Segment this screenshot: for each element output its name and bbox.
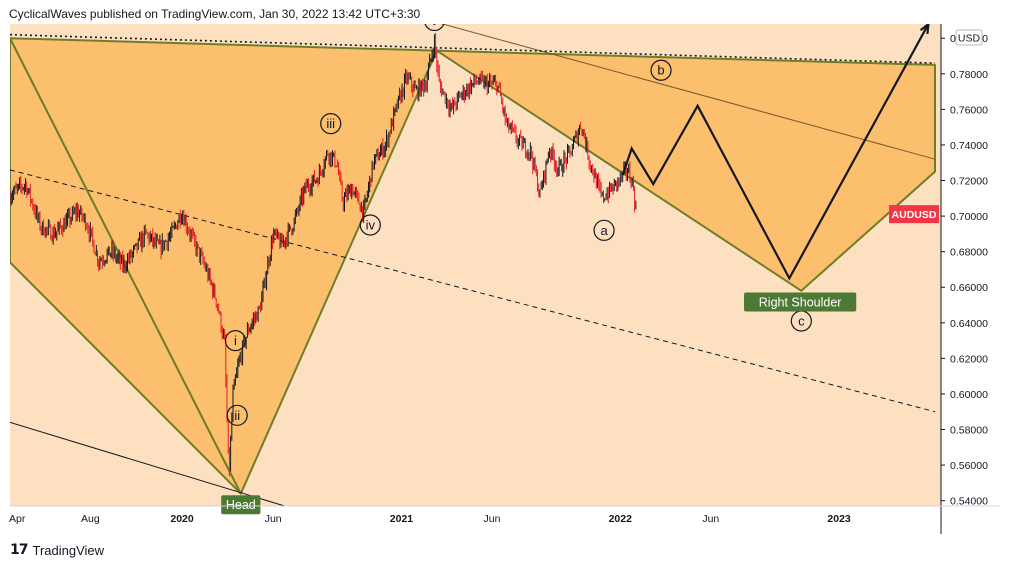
x-tick-label: Jun	[265, 513, 282, 525]
time-axis[interactable]: Apr Aug 2020 Jun 2021 Jun 2022 Jun 2023	[9, 513, 851, 525]
y-tick-label: 0.56000	[950, 460, 988, 472]
annotation-right-shoulder: Right Shoulder	[744, 292, 857, 312]
projection-path	[621, 23, 930, 281]
x-tick-label: Jun	[702, 513, 719, 525]
wave-circle	[359, 214, 381, 236]
wave-circle	[320, 113, 342, 135]
symbol-badge-box	[889, 205, 939, 224]
wave-text: i	[234, 333, 237, 348]
annotation-text: Head	[226, 498, 256, 512]
x-tick-label: 2023	[827, 513, 851, 525]
y-tick-label: 0.64000	[950, 318, 988, 330]
triangle-right-shoulder	[435, 49, 937, 292]
annotation-head: Head	[221, 495, 261, 515]
projection-arrowhead	[919, 21, 930, 35]
x-tick-label: Aug	[81, 513, 100, 525]
y-tick-label: 0.62000	[950, 353, 988, 365]
trendline-dashed-channel	[10, 169, 936, 413]
wave-text: iv	[366, 217, 376, 232]
publish-header: CyclicalWaves published on TradingView.c…	[9, 7, 421, 21]
y-tick-label: 0.74000	[950, 140, 988, 152]
y-tick-label: 0.70000	[950, 211, 988, 223]
y-tick-label: 0.58000	[950, 425, 988, 437]
wave-label-i: i	[224, 329, 247, 352]
x-tick-label: 2022	[609, 513, 633, 525]
trendline-lower-support	[10, 421, 285, 506]
symbol-price-badge: AUDUSD	[889, 205, 939, 224]
wave-text: b	[657, 63, 664, 78]
wave-text: a	[600, 223, 608, 238]
brand-name[interactable]: TradingView	[32, 542, 105, 558]
currency-badge: USD	[955, 29, 983, 46]
y-tick-label: 0.78000	[950, 69, 988, 81]
wave-label-a: a	[593, 219, 615, 241]
wave-text: iii	[326, 116, 335, 131]
x-tick-label: Jun	[484, 513, 501, 525]
x-tick-label: Apr	[9, 513, 26, 525]
y-tick-label: 0.72000	[950, 176, 988, 188]
symbol-badge-text: AUDUSD	[892, 209, 937, 221]
x-tick-label: 2020	[170, 513, 194, 525]
wave-label-b: b	[650, 59, 672, 81]
price-candles	[10, 33, 637, 477]
y-tick-label: 0.60000	[950, 389, 988, 401]
y-tick-label: 0.68000	[950, 247, 988, 259]
price-axis[interactable]: 0.800000.780000.760000.740000.720000.700…	[941, 29, 988, 508]
wave-circle	[593, 219, 615, 241]
wave-label-iv: iv	[359, 214, 381, 236]
currency-text: USD	[958, 33, 981, 45]
annotation-box	[221, 495, 261, 515]
wave-label-ii: ii	[226, 404, 248, 426]
footer: 17 TradingView	[10, 542, 104, 558]
y-tick-label: 0.76000	[950, 104, 988, 116]
trendline-upper-resistance	[440, 24, 936, 160]
wave-circle	[226, 404, 248, 426]
wave-circle	[650, 59, 672, 81]
tradingview-logo-icon[interactable]: 17	[10, 542, 29, 558]
wave-circle	[224, 329, 247, 352]
wave-label-iii: iii	[320, 113, 342, 135]
wave-text: c	[798, 314, 805, 329]
wave-text: ii	[234, 408, 240, 423]
y-tick-label: 0.66000	[950, 282, 988, 294]
y-tick-label: 0.54000	[950, 496, 988, 508]
annotation-box	[744, 292, 857, 312]
wave-text: v	[431, 24, 438, 28]
trendline-dotted-top	[10, 33, 936, 64]
annotation-text: Right Shoulder	[759, 295, 842, 309]
x-tick-label: 2021	[390, 513, 414, 525]
currency-box	[955, 29, 983, 46]
